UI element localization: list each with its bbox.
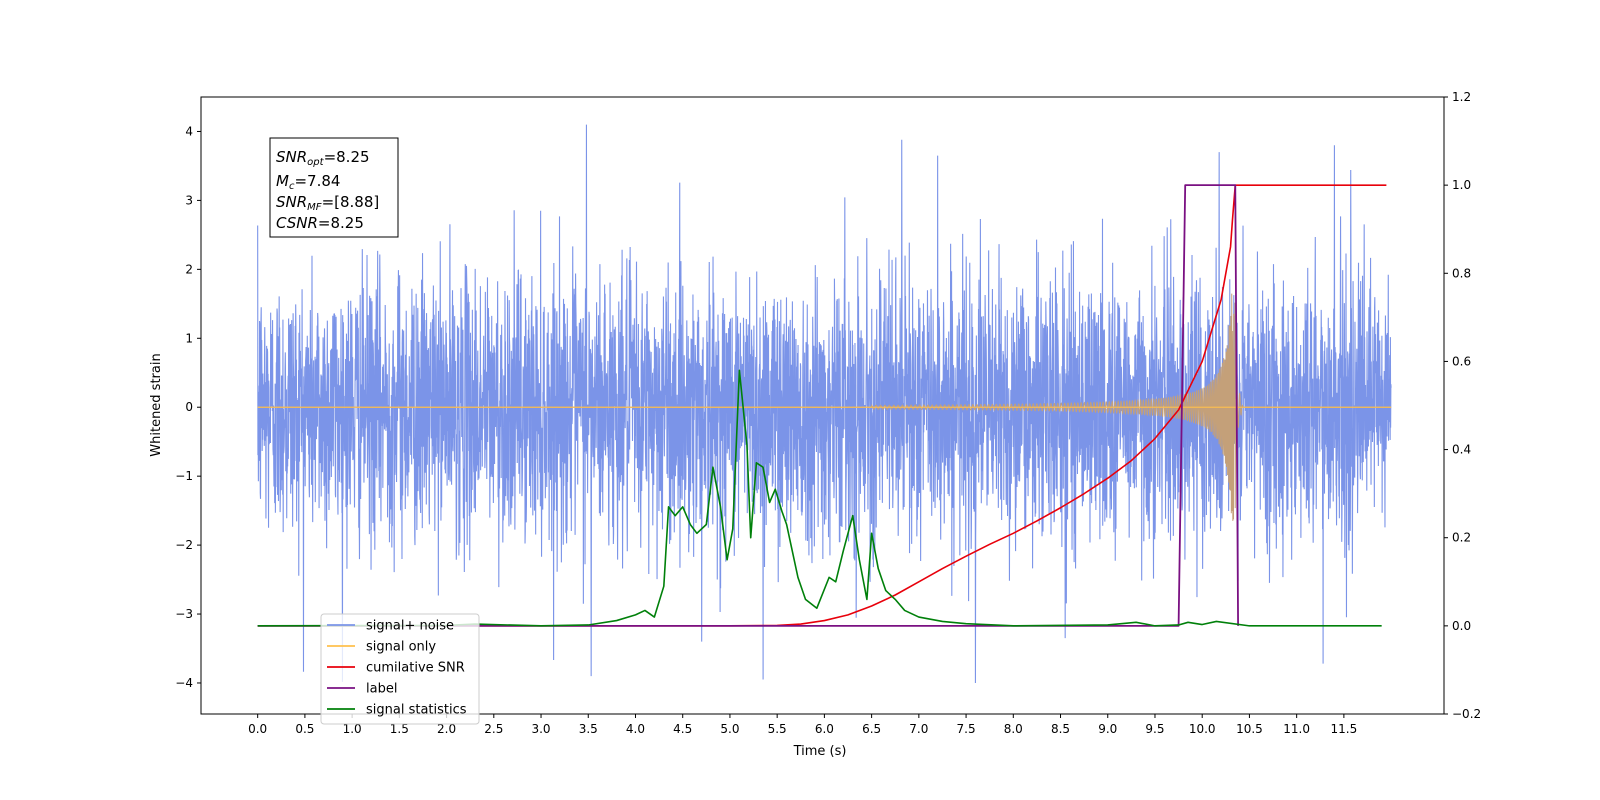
x-tick-label: 2.0: [437, 722, 456, 736]
x-tick-label: 6.5: [862, 722, 881, 736]
legend-frame: [320, 613, 480, 725]
y-right-tick-label: 0.0: [1452, 619, 1471, 633]
annotation-snr-opt: SNRopt=8.25: [276, 148, 370, 168]
annotation-snr-mf: SNRMF=[8.88]: [276, 193, 379, 213]
annotation-frame: [269, 137, 399, 238]
legend-label-signal-noise: signal+ noise: [366, 619, 454, 634]
x-tick-label: 9.0: [1098, 722, 1117, 736]
x-tick-label: 3.5: [579, 722, 598, 736]
x-tick-label: 8.0: [1004, 722, 1023, 736]
annotation-csnr: CSNR=8.25: [276, 214, 364, 232]
legend-label-signal-statistics: signal statistics: [366, 703, 467, 718]
x-tick-label: 8.5: [1051, 722, 1070, 736]
legend-label-signal-only: signal only: [366, 640, 436, 655]
y-left-tick-label: 0: [185, 400, 193, 414]
y-right-tick-label: 0.4: [1452, 443, 1471, 457]
series-signal-statistics-line: [257, 369, 1382, 627]
x-tick-label: 1.0: [343, 722, 362, 736]
y-left-tick-label: −1: [175, 469, 193, 483]
series-cumulative-snr-line: [257, 184, 1387, 627]
y-axis-label: Whitened strain: [149, 353, 164, 456]
y-right-tick-label: 0.8: [1452, 266, 1471, 280]
x-tick-label: 0.0: [248, 722, 267, 736]
x-tick-label: 1.5: [390, 722, 409, 736]
x-tick-label: 3.0: [531, 722, 550, 736]
x-tick-label: 7.0: [909, 722, 928, 736]
x-tick-label: 4.0: [626, 722, 645, 736]
x-tick-label: 6.0: [815, 722, 834, 736]
y-left-tick-label: 3: [185, 193, 193, 207]
y-right-tick-label: 1.2: [1452, 90, 1471, 104]
x-tick-label: 11.5: [1331, 722, 1358, 736]
y-right-tick-label: −0.2: [1452, 707, 1481, 721]
x-tick-label: 10.0: [1189, 722, 1216, 736]
x-tick-label: 10.5: [1236, 722, 1263, 736]
axis-ticks-layer: 0.0 0.5 1.0 1.5 2.0 2.5 3.0 3.5 4.0 4.5 5.0 5.5 6.0 6…: [175, 90, 1481, 736]
x-tick-label: 7.5: [957, 722, 976, 736]
y-left-tick-label: −3: [175, 607, 193, 621]
y-left-tick-label: −4: [175, 676, 193, 690]
y-right-tick-label: 0.6: [1452, 354, 1471, 368]
annotation-chirp-mass: Mc=7.84: [276, 172, 340, 192]
legend-label-cumulative-snr: cumilative SNR: [366, 661, 465, 676]
x-tick-label: 5.0: [720, 722, 739, 736]
x-axis-label: Time (s): [793, 744, 847, 759]
legend: signal+ noise signal only cumilative SNR la…: [320, 613, 480, 725]
x-tick-label: 0.5: [295, 722, 314, 736]
y-left-tick-label: −2: [175, 538, 193, 552]
y-left-tick-label: 2: [185, 262, 193, 276]
metrics-annotation-box: SNRopt=8.25 Mc=7.84 SNRMF=[8.88] CSNR=8.…: [269, 137, 399, 238]
plot-series-layer: [257, 124, 1392, 683]
y-right-tick-label: 1.0: [1452, 178, 1471, 192]
x-tick-label: 5.5: [768, 722, 787, 736]
x-tick-label: 2.5: [484, 722, 503, 736]
x-tick-label: 4.5: [673, 722, 692, 736]
y-right-tick-label: 0.2: [1452, 531, 1471, 545]
x-tick-label: 11.0: [1283, 722, 1310, 736]
x-tick-label: 9.5: [1145, 722, 1164, 736]
plot-frame: [200, 96, 1445, 715]
y-left-tick-label: 4: [185, 124, 193, 138]
legend-label-label: label: [366, 682, 397, 697]
y-left-tick-label: 1: [185, 331, 193, 345]
